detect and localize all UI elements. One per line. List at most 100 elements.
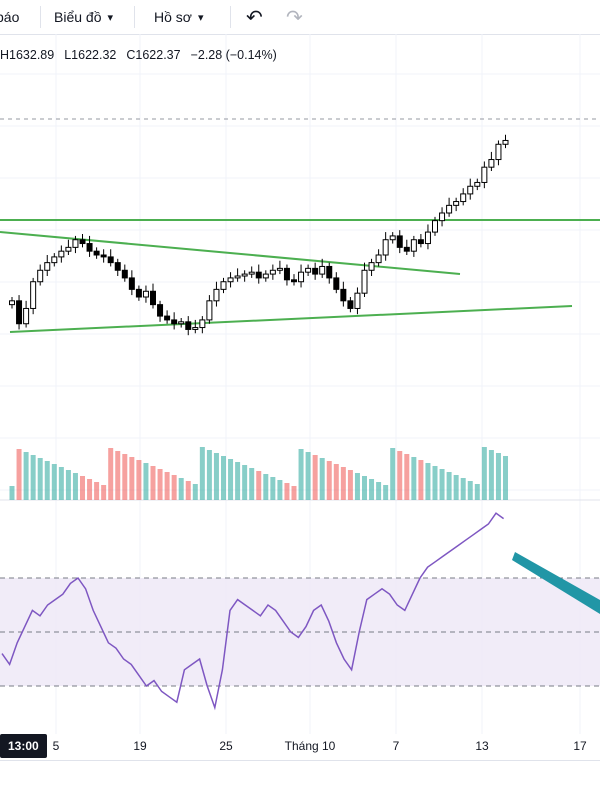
candle-body xyxy=(340,288,347,302)
volume-bar xyxy=(164,472,170,500)
volume-bar xyxy=(503,456,508,500)
rsi-pane xyxy=(0,512,600,711)
candle-body xyxy=(460,193,467,203)
candle-body xyxy=(417,239,424,245)
candle-body xyxy=(9,300,15,306)
chart-menu-button[interactable]: Biểu đồ ▾ xyxy=(54,0,113,34)
volume-bar xyxy=(171,475,177,500)
candle-body xyxy=(150,290,156,306)
rsi-line xyxy=(1,512,505,711)
volume-bar xyxy=(495,453,501,500)
volume-bar xyxy=(277,480,283,500)
volume-bar xyxy=(157,469,163,500)
candle-body xyxy=(16,300,23,325)
volume-bar xyxy=(284,483,290,500)
candle-body xyxy=(276,267,283,271)
bottom-panel xyxy=(0,760,600,801)
candle-body xyxy=(79,239,86,245)
volume-bar xyxy=(150,466,156,500)
time-axis-tick: 17 xyxy=(573,739,587,753)
volume-bar xyxy=(333,464,339,500)
candle-body xyxy=(432,220,438,233)
volume-bar xyxy=(305,452,311,500)
candle-body xyxy=(234,275,241,279)
candle-body xyxy=(30,281,37,309)
volume-bar xyxy=(319,458,325,500)
candle-body xyxy=(93,250,100,256)
volume-bar xyxy=(390,448,396,500)
volume-bar xyxy=(291,486,297,500)
candle-body xyxy=(164,315,171,321)
candle-body xyxy=(135,288,142,298)
undo-button[interactable]: ↶ xyxy=(246,0,263,34)
volume-bar xyxy=(488,450,494,500)
volume-bar xyxy=(44,461,50,500)
volume-bar xyxy=(178,478,184,500)
candle-body xyxy=(192,327,199,330)
top-toolbar: báo Biểu đồ ▾ Hồ sơ ▾ ↶ ↷ xyxy=(0,0,600,35)
volume-bar xyxy=(58,467,64,500)
time-axis-current-label: 13:00 xyxy=(0,734,47,758)
volume-bar xyxy=(369,479,375,500)
volume-bar xyxy=(143,463,149,500)
undo-icon: ↶ xyxy=(246,6,263,29)
arrow-annotation xyxy=(512,552,600,614)
volume-bar xyxy=(9,486,15,500)
candle-body xyxy=(185,321,192,330)
time-axis[interactable]: 13:00 5 19 25 Tháng 10 7 13 17 xyxy=(0,734,600,758)
candle-body xyxy=(206,300,213,321)
volume-bar xyxy=(425,463,431,500)
candle-body xyxy=(319,265,326,275)
alerts-button[interactable]: báo xyxy=(0,0,19,34)
candle-body xyxy=(23,307,30,325)
candle-body xyxy=(326,265,333,279)
time-axis-tick: 19 xyxy=(133,739,147,753)
candle-body xyxy=(213,288,220,302)
volume-bar xyxy=(481,447,487,500)
candle-body xyxy=(389,235,396,241)
candle-body xyxy=(178,321,185,325)
chevron-down-icon: ▾ xyxy=(107,11,114,24)
candle-body xyxy=(255,271,262,279)
volume-bar xyxy=(108,448,114,500)
candle-body xyxy=(396,235,403,248)
volume-bar xyxy=(432,466,438,500)
volume-bar xyxy=(340,467,346,500)
volume-bar xyxy=(439,469,445,500)
candle-body xyxy=(142,290,149,298)
candle-body xyxy=(502,139,509,145)
volume-bar xyxy=(453,475,459,500)
redo-button[interactable]: ↷ xyxy=(286,0,303,34)
candle-body xyxy=(403,246,410,252)
volume-bar xyxy=(354,473,360,500)
time-axis-tick: 5 xyxy=(52,739,60,753)
candle-body xyxy=(347,300,354,309)
profile-menu-button[interactable]: Hồ sơ ▾ xyxy=(154,0,204,34)
toolbar-divider xyxy=(134,6,135,28)
candle-body xyxy=(333,277,340,290)
candle-body xyxy=(375,254,382,264)
candle-body xyxy=(248,271,255,275)
volume-bar xyxy=(80,476,85,500)
candle-body xyxy=(488,159,495,168)
volume-bar xyxy=(30,455,36,500)
volume-bar xyxy=(51,464,57,500)
candle-body xyxy=(37,269,44,283)
toolbar-divider xyxy=(230,6,231,28)
volume-bar xyxy=(298,449,304,500)
candle-body xyxy=(410,239,417,252)
volume-bar xyxy=(101,485,107,500)
candle-body xyxy=(291,279,297,283)
volume-bar xyxy=(185,481,191,500)
candle-body xyxy=(382,239,389,256)
volume-bar xyxy=(122,454,128,500)
candle-body xyxy=(128,277,135,290)
candle-body xyxy=(361,269,368,294)
candle-body xyxy=(241,273,248,277)
candle-body xyxy=(354,292,361,309)
volume-bar xyxy=(362,476,367,500)
volume-bar xyxy=(460,478,466,500)
volume-bar xyxy=(72,473,78,500)
chart-menu-label: Biểu đồ xyxy=(54,9,102,25)
price-chart[interactable] xyxy=(0,34,600,734)
